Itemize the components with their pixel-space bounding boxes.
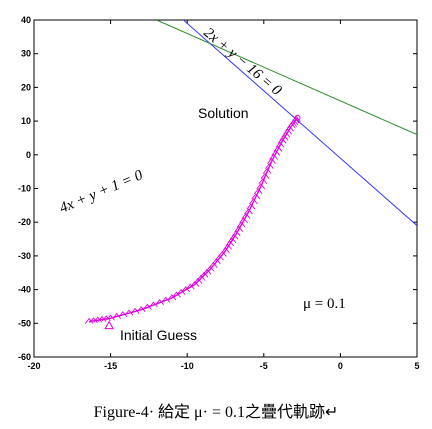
trajectory-step-marker [89,317,98,324]
trajectory-step-marker [271,149,281,156]
trajectory-step-marker [161,296,171,303]
y-tick-label: 20 [21,82,31,92]
figure-caption: Figure-4· 給定 μ· = 0.1之疊代軌跡↵ [93,404,339,421]
trajectory-step-marker [277,137,287,144]
trajectory-step-marker [181,286,191,293]
trajectory-step-marker [155,299,164,306]
x-tick-label: 5 [414,361,419,371]
trajectory-step-marker [256,183,266,190]
plot-area [33,19,418,358]
trajectory-step-marker [93,316,103,323]
x-tick-label: -20 [27,361,40,371]
trajectory-step-marker [249,198,258,205]
y-tick-label: -40 [18,285,31,295]
y-tick-label: 0 [26,150,31,160]
trajectory-step-marker [273,145,283,152]
trajectory-step-marker [196,274,206,281]
y-tick-label: 10 [21,116,31,126]
y-tick-label: -30 [18,251,31,261]
y-tick-label: 40 [21,15,31,25]
iteration-chart: -20 -15 -10 -5 0 5 403020100-10-20-30-40-50-6… [18,15,420,371]
trajectory-step-marker [167,294,177,301]
trajectory-step-marker [262,167,272,174]
trajectory-step-marker [143,303,152,310]
trajectory-step-marker [267,157,276,164]
trajectory-step-marker [244,208,253,215]
trajectory-step-marker [241,212,251,219]
y-tick-label: -50 [18,318,31,328]
trajectory-step-marker [149,301,158,308]
trajectory-step-marker [190,280,200,287]
trajectory-step-marker [246,203,256,210]
trajectory-step-marker [251,193,261,200]
trajectory-step-marker [234,225,244,232]
trajectory-step-marker [281,131,291,138]
trajectory-step-marker [285,125,294,132]
trajectory-step-marker [136,306,146,313]
y-tick-label: 30 [21,49,31,59]
trajectory-step-marker [239,217,248,224]
y-tick-label: -60 [18,352,31,362]
trajectory-step-marker [264,162,274,169]
x-tick-label: -15 [104,361,117,371]
annotation-initial-guess: Initial Guess [120,327,197,343]
trajectory-step-marker [84,317,94,324]
trajectory-step-marker [260,172,270,179]
trajectory-step-marker [176,288,186,295]
x-tick-label: 0 [338,361,343,371]
x-axis-ticks: -20 -15 -10 -5 0 5 [27,20,420,371]
trajectory-step-marker [97,315,107,322]
trajectory-step-marker [279,134,289,141]
y-axis-ticks: 40 30 20 10 0 -10 -20 -30 -40 -50 -60 [18,15,417,362]
trajectory-step-marker [253,188,263,195]
trajectory-step-marker [283,128,293,135]
trajectory-step-marker [199,271,209,278]
y-tick-label: -20 [18,217,31,227]
y-tick-label: -10 [18,184,31,194]
line-4x-y-1 [182,20,417,226]
trajectory-step-marker [275,141,285,148]
line-2x-y-16 [156,20,417,136]
trajectory-step-marker [269,153,278,160]
trajectory-step-marker [231,230,241,237]
trajectory-step-marker [101,315,111,322]
trajectory-step-marker [202,268,212,275]
solution-marker [294,114,301,121]
x-tick-label: -10 [181,361,194,371]
annotation-mu-value: μ = 0.1 [303,296,346,312]
trajectory-step-marker [193,277,203,284]
initial-guess-marker [104,320,115,330]
x-tick-label: -5 [260,361,268,371]
trajectory-step-marker [185,283,195,290]
series-layer [84,20,417,330]
trajectory-step-marker [172,291,181,298]
trajectory-step-marker [236,221,246,228]
annotation-solution: Solution [198,105,249,121]
trajectory-step-marker [258,178,268,185]
